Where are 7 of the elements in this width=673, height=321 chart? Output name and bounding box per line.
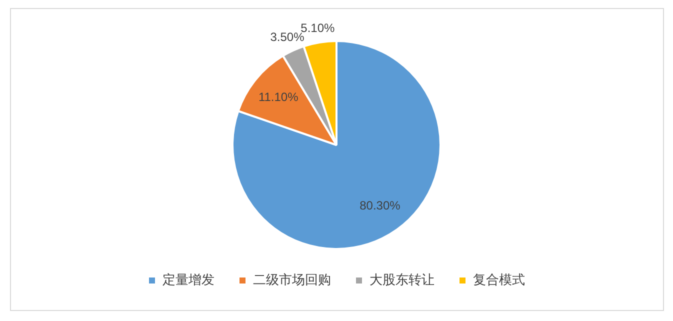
data-label: 5.10% <box>300 20 336 35</box>
legend-label: 定量增发 <box>162 272 214 288</box>
data-label: 11.10% <box>258 90 299 104</box>
data-label: 80.30% <box>360 198 401 212</box>
legend-label: 二级市场回购 <box>253 272 331 288</box>
legend-label: 大股东转让 <box>370 272 434 288</box>
legend-label: 复合模式 <box>473 272 525 288</box>
